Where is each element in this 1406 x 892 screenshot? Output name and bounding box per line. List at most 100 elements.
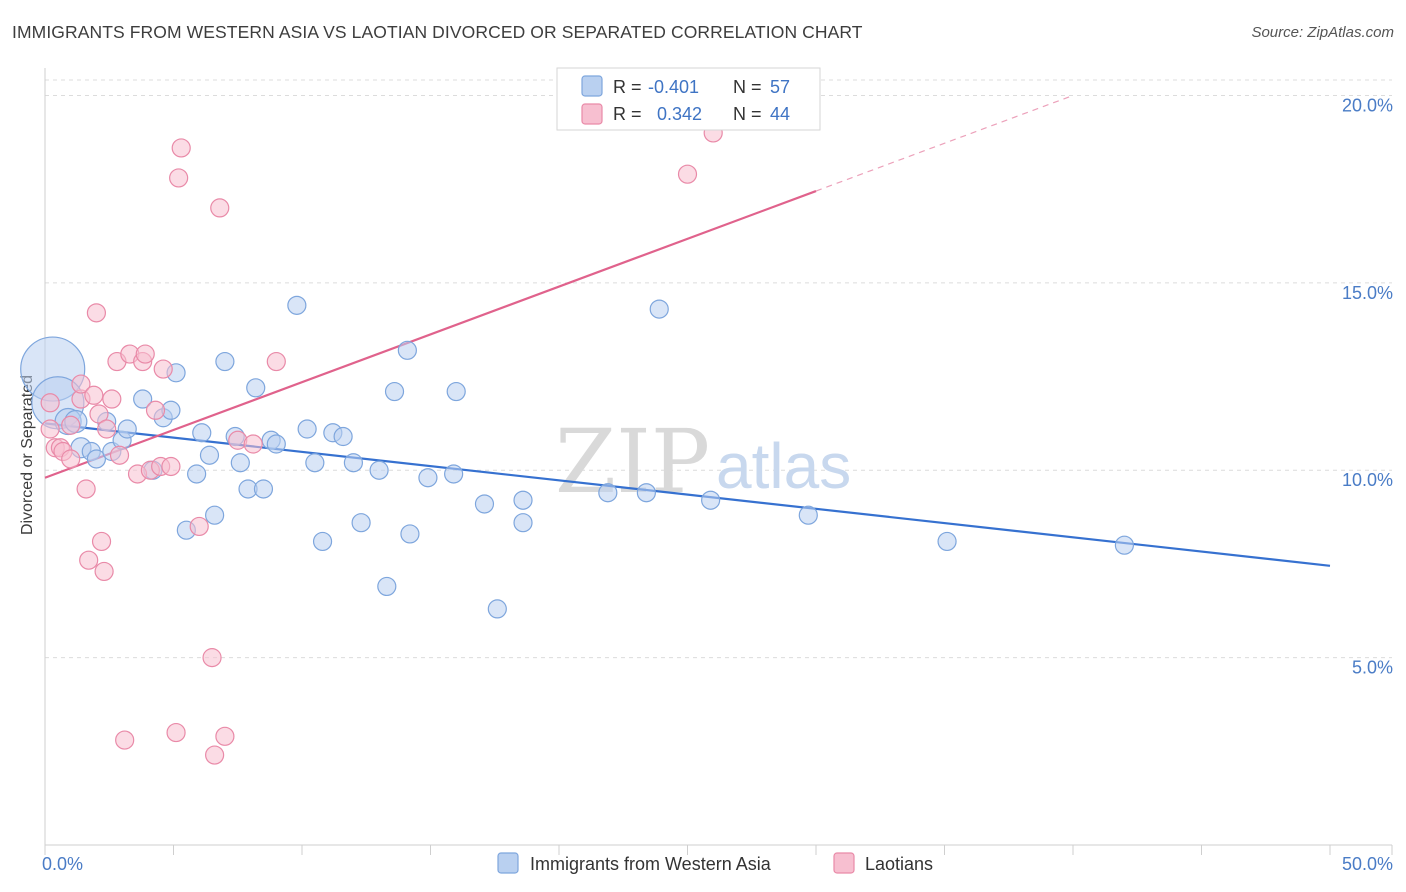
blue-point xyxy=(649,299,669,319)
tick-labels: 5.0% 10.0% 15.0% 20.0% 0.0% 50.0% xyxy=(42,95,1393,874)
blue-point xyxy=(446,381,466,402)
pink-point xyxy=(189,516,209,537)
blue-point xyxy=(199,445,220,465)
legend-n-value-2: 44 xyxy=(770,104,790,124)
legend-r-value-1: -0.401 xyxy=(648,77,699,97)
pink-point xyxy=(97,419,117,439)
y-tick-label: 20.0% xyxy=(1342,95,1393,115)
blue-point xyxy=(133,389,153,409)
pink-point xyxy=(202,648,222,668)
blue-point xyxy=(333,426,353,447)
pink-point xyxy=(169,168,189,188)
pink-point xyxy=(94,561,114,582)
blue-point xyxy=(192,423,212,443)
series-legend-swatch-blue xyxy=(497,852,519,874)
axes xyxy=(44,68,1393,855)
series-legend: Immigrants from Western Asia Laotians xyxy=(497,852,933,874)
blue-point xyxy=(384,381,405,402)
blue-point xyxy=(215,351,235,372)
pink-trend-line xyxy=(44,190,817,479)
pink-point xyxy=(266,351,286,372)
blue-point xyxy=(351,513,371,533)
series-legend-label-blue: Immigrants from Western Asia xyxy=(530,854,772,874)
watermark: ZIP atlas xyxy=(555,410,851,513)
blue-point xyxy=(636,483,656,503)
blue-point xyxy=(513,490,533,510)
chart-title: IMMIGRANTS FROM WESTERN ASIA VS LAOTIAN … xyxy=(12,22,863,42)
blue-point xyxy=(400,524,420,544)
x-tick-label: 50.0% xyxy=(1342,854,1393,874)
grid-lines xyxy=(45,79,1392,659)
pink-point xyxy=(243,434,263,454)
pink-point xyxy=(84,385,104,405)
blue-point xyxy=(187,464,207,484)
legend-swatch-pink xyxy=(581,103,603,125)
legend-n-label-2: N = xyxy=(733,104,762,124)
blue-point xyxy=(377,576,397,597)
legend-swatch-blue xyxy=(581,75,603,97)
blue-point xyxy=(117,419,137,439)
pink-point xyxy=(102,389,122,409)
blue-point xyxy=(1114,535,1135,555)
blue-point xyxy=(205,505,225,525)
blue-point xyxy=(487,599,507,619)
pink-point xyxy=(61,415,81,435)
pink-point xyxy=(153,359,173,379)
pink-point xyxy=(79,550,99,570)
pink-trend-line-extension xyxy=(815,94,1074,192)
pink-point xyxy=(76,479,96,499)
blue-point xyxy=(246,378,266,398)
pink-point xyxy=(171,138,191,158)
pink-point xyxy=(210,198,230,218)
blue-point xyxy=(369,460,389,480)
legend-n-value-1: 57 xyxy=(770,77,790,97)
pink-point xyxy=(205,745,225,765)
blue-point xyxy=(287,295,307,315)
y-tick-label: 15.0% xyxy=(1342,283,1393,303)
legend-n-label-1: N = xyxy=(733,77,762,97)
y-tick-label: 10.0% xyxy=(1342,470,1393,490)
blue-point xyxy=(598,483,618,503)
legend-r-value-2: 0.342 xyxy=(657,104,702,124)
pink-point xyxy=(145,400,166,420)
stats-legend: R = -0.401 N = 57 R = 0.342 N = 44 xyxy=(556,67,821,131)
pink-point xyxy=(166,722,186,743)
blue-point xyxy=(343,453,363,473)
blue-point xyxy=(397,340,417,360)
blue-point xyxy=(701,490,721,510)
watermark-zip: ZIP xyxy=(555,410,710,513)
pink-point xyxy=(89,404,109,424)
pink-point xyxy=(677,164,698,184)
pink-point xyxy=(109,445,130,465)
pink-point xyxy=(86,303,107,323)
blue-point xyxy=(297,419,317,439)
legend-r-label-2: R = xyxy=(613,104,642,124)
blue-point xyxy=(305,453,325,473)
blue-point xyxy=(474,494,495,514)
blue-point xyxy=(798,505,818,525)
pink-point xyxy=(135,344,155,364)
pink-point xyxy=(40,419,60,439)
series-legend-label-pink: Laotians xyxy=(865,854,933,874)
chart-source: Source: ZipAtlas.com xyxy=(1251,24,1394,41)
blue-point xyxy=(937,531,957,552)
blue-point xyxy=(86,449,107,469)
series-legend-swatch-pink xyxy=(833,852,855,874)
data-points xyxy=(20,123,1135,765)
pink-point xyxy=(215,726,235,746)
blue-point xyxy=(312,531,333,552)
blue-point xyxy=(230,453,250,473)
pink-point xyxy=(71,374,91,394)
pink-point xyxy=(161,456,181,477)
legend-r-label-1: R = xyxy=(613,77,642,97)
pink-point xyxy=(61,449,81,469)
pink-point xyxy=(91,531,112,552)
blue-point xyxy=(513,513,533,533)
watermark-atlas: atlas xyxy=(716,430,851,502)
blue-point xyxy=(266,434,286,454)
blue-point xyxy=(444,464,464,484)
pink-point xyxy=(40,393,60,413)
pink-point xyxy=(115,730,135,750)
x-tick-label: 0.0% xyxy=(42,854,83,874)
